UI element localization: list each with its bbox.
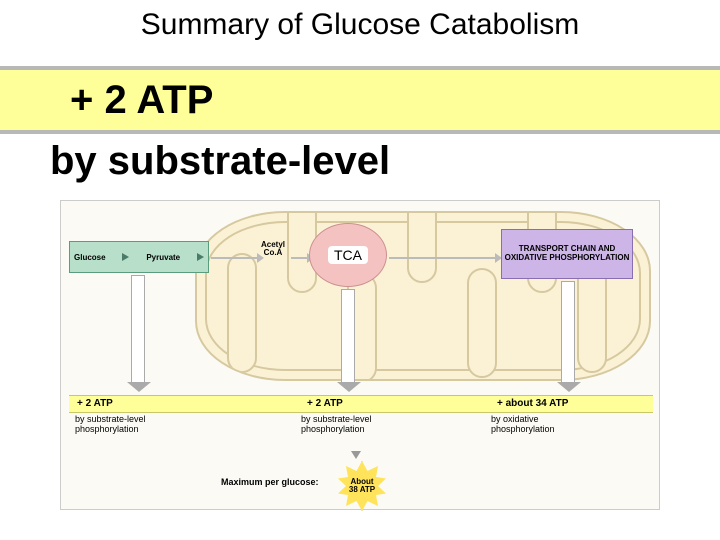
callout-overlay: + 2 ATP (0, 66, 720, 134)
glucose-label: Glucose (74, 253, 106, 262)
callout-main-text: + 2 ATP (70, 78, 213, 123)
connector-arrow (389, 257, 495, 259)
atp-yield-band: + 2 ATP + 2 ATP + about 34 ATP (69, 395, 653, 413)
callout-rule-bottom (0, 130, 720, 134)
crista (227, 253, 257, 373)
pyruvate-label: Pyruvate (146, 253, 180, 262)
connector-arrow (291, 257, 307, 259)
connector-arrow (211, 257, 257, 259)
total-atp-star: About 38 ATP (337, 461, 387, 511)
atp-cell-glycolysis: + 2 ATP (69, 396, 299, 412)
down-arrow-icon (131, 275, 145, 383)
atp-cell-tca: + 2 ATP (299, 396, 489, 412)
tca-cycle-node: TCA (309, 223, 387, 287)
down-arrow-icon (341, 289, 355, 383)
callout-sub-text: by substrate-level (50, 140, 390, 182)
mechanism-label-3: by oxidative phosphorylation (491, 415, 621, 435)
mechanism-label-2: by substrate-level phosphorylation (301, 415, 431, 435)
crista (407, 211, 437, 283)
glycolysis-box: Glucose Pyruvate (69, 241, 209, 273)
crista (467, 268, 497, 378)
catabolism-diagram: Glucose Pyruvate Acetyl Co.A TCA TRANSPO… (60, 200, 660, 510)
mechanism-label-1: by substrate-level phosphorylation (75, 415, 205, 435)
total-atp-text: About 38 ATP (349, 478, 375, 494)
acetyl-coa-label: Acetyl Co.A (261, 241, 285, 257)
small-down-arrow-icon (351, 451, 361, 459)
tca-label: TCA (328, 246, 368, 264)
down-arrow-icon (561, 281, 575, 383)
page-title: Summary of Glucose Catabolism (0, 8, 720, 42)
etc-label: TRANSPORT CHAIN AND OXIDATIVE PHOSPHORYL… (504, 245, 630, 263)
electron-transport-box: TRANSPORT CHAIN AND OXIDATIVE PHOSPHORYL… (501, 229, 633, 279)
atp-cell-etc: + about 34 ATP (489, 396, 649, 412)
callout-band: + 2 ATP (0, 70, 720, 130)
arrow-right-icon (122, 253, 129, 261)
arrow-right-icon (197, 253, 204, 261)
max-per-glucose-label: Maximum per glucose: (221, 477, 319, 487)
